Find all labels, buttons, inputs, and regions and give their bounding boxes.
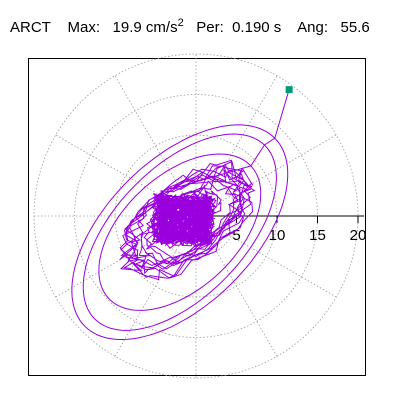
radial-tick-label: 20 <box>350 227 367 244</box>
plot-frame <box>28 58 366 376</box>
radial-tick-label: 15 <box>309 227 326 244</box>
max-unit-exponent: 2 <box>177 17 184 29</box>
particle-motion-trace <box>71 89 290 340</box>
radial-tick-label: 5 <box>232 227 240 244</box>
trace-end-marker <box>285 86 293 94</box>
per-label: Per: <box>196 19 224 36</box>
radial-axis: 5 10 15 20 <box>196 215 367 244</box>
station-code: ARCT <box>10 19 51 36</box>
header-line: ARCT Max: 19.9 cm/s2 Per: 0.190 s Ang: 5… <box>10 17 370 36</box>
max-label: Max: <box>67 19 101 36</box>
per-value: 0.190 s <box>232 19 282 36</box>
max-value: 19.9 <box>112 19 142 36</box>
radial-tick-label: 10 <box>269 227 286 244</box>
max-unit: cm/s <box>145 19 178 36</box>
ang-value: 55.6 <box>340 19 370 36</box>
ang-label: Ang: <box>297 19 329 36</box>
